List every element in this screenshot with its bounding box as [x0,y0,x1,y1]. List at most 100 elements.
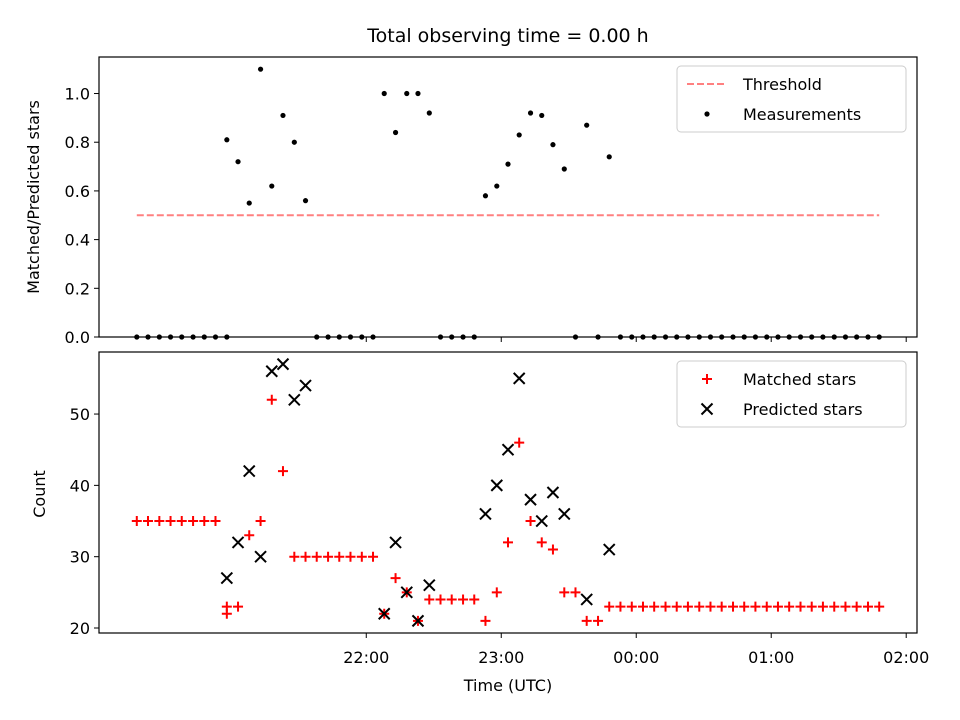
bottom-chart-matched-stars-point [840,601,851,612]
bottom-chart-matched-stars-point [863,601,874,612]
bottom-chart-matched-stars-point [221,601,232,612]
bottom-chart-matched-stars-point [784,601,795,612]
top-chart-measurements-point [404,90,410,97]
top-chart-measurements-point [381,90,387,97]
bottom-chart-matched-stars-point [660,601,671,612]
top-chart-measurements-point [246,200,252,206]
bottom-chart-matched-stars-point [356,551,367,562]
top-chart-y-tick-label: 0.8 [65,133,90,152]
top-chart-measurements-point [505,161,511,167]
top-chart-measurements-point [494,183,500,189]
top-chart-y-axis-label: Matched/Predicted stars [24,100,43,294]
top-chart-measurements-point [426,110,432,116]
top-chart-measurements-point [527,110,534,116]
top-chart-legend-measurements-label: Measurements [743,105,861,124]
top-chart-y-tick-label: 0.0 [65,328,90,347]
bottom-chart-matched-stars-point [559,587,570,598]
bottom-chart-matched-stars-point [514,437,525,448]
bottom-chart-axes-frame [98,351,918,634]
bottom-chart-predicted-stars-point [276,357,290,371]
bottom-chart-matched-stars-point [806,601,817,612]
bottom-chart-matched-stars-point [480,615,491,626]
top-chart-legend [676,65,907,133]
bottom-chart-matched-stars-point [390,573,401,584]
bottom-chart-legend-predicted-stars-label: Predicted stars [743,400,863,419]
bottom-chart-y-tick-label: 30 [70,548,90,567]
bottom-chart-matched-stars-point [671,601,682,612]
bottom-chart-legend [676,360,907,428]
bottom-chart-matched-stars-point [446,594,457,605]
bottom-chart-predicted-stars-point [524,493,537,506]
top-chart-measurements-point [482,193,489,199]
top-chart-measurements-point [302,198,309,204]
top-chart-panel: 0.0 0.2 0.4 0.6 0.8 1.0 Threshold Measurements [65,56,918,347]
top-chart-y-tick-label: 1.0 [65,85,90,104]
bottom-chart-matched-stars-point [547,544,558,555]
bottom-chart-matched-stars-point [694,601,705,612]
bottom-chart-predicted-stars-point [546,486,560,499]
bottom-chart-matched-stars-point [615,601,626,612]
bottom-chart-predicted-stars-point [288,393,301,406]
bottom-chart-matched-stars-point [154,516,165,527]
bottom-chart-matched-stars-point [289,551,300,562]
bottom-chart-predicted-stars-point [243,464,256,478]
bottom-chart-x-tick-label: 23:00 [478,648,524,667]
top-chart-measurements-point [280,112,286,119]
bottom-chart-x-tick-label: 02:00 [883,648,929,667]
bottom-chart-matched-stars-point [795,601,806,612]
bottom-chart-x-tick-label: 01:00 [748,648,794,667]
bottom-chart-x-tick-label: 22:00 [343,648,389,667]
bottom-chart-predicted-stars-point [501,443,515,456]
bottom-chart-matched-stars-point [233,601,244,612]
bottom-chart-matched-stars-point [716,601,727,612]
top-chart-measurements-point [606,154,612,160]
bottom-chart-matched-stars-point [761,601,772,612]
bottom-chart-x-tick-label: 00:00 [613,648,659,667]
bottom-chart-predicted-stars-point [411,614,425,628]
bottom-chart-predicted-stars-point [423,579,436,592]
bottom-chart-matched-stars-point [469,594,480,605]
bottom-chart-predicted-stars-point [400,586,413,599]
top-chart-measurements-point [550,142,556,148]
bottom-chart-matched-stars-point [255,516,266,527]
bottom-chart-matched-stars-point [817,601,828,612]
bottom-chart-matched-stars-point [491,587,502,598]
top-chart-title: Total observing time = 0.00 h [366,25,648,47]
bottom-chart-matched-stars-point [705,601,716,612]
bottom-chart-matched-stars-point [368,551,379,562]
bottom-chart-y-tick-label: 40 [70,476,90,495]
bottom-chart-predicted-stars-point [389,536,402,549]
bottom-chart-matched-stars-point [829,601,840,612]
bottom-chart-predicted-stars-point [479,507,492,521]
bottom-chart-predicted-stars-point [512,372,526,385]
top-chart-measurements-point [224,137,230,143]
bottom-chart-matched-stars-point [593,615,604,626]
bottom-chart-matched-stars-point [176,516,187,527]
bottom-chart-legend-matched-stars-swatch [702,374,712,384]
bottom-chart-matched-stars-point [750,601,761,612]
top-chart-legend-threshold-label: Threshold [742,75,822,94]
top-chart-measurements-point [516,132,522,138]
bottom-chart-matched-stars-point [581,615,592,626]
top-chart-measurements-point [257,66,264,72]
bottom-chart-matched-stars-point [570,587,581,598]
bottom-chart-matched-stars-point [165,516,176,527]
bottom-chart-matched-stars-point [649,601,660,612]
bottom-chart-matched-stars-point [188,516,199,527]
top-chart-y-tick-label: 0.4 [65,231,90,250]
top-chart-measurements-point [415,90,421,97]
top-chart-measurements-point [539,112,545,119]
top-chart-measurements-point [584,122,590,128]
bottom-chart-matched-stars-point [874,601,885,612]
bottom-chart-matched-stars-point [323,551,334,562]
top-chart-measurements-point [291,139,297,145]
bottom-chart-matched-stars-point [503,537,513,548]
bottom-chart-matched-stars-point [210,516,221,527]
bottom-chart-matched-stars-point [266,394,277,405]
bottom-chart-legend-matched-stars-label: Matched stars [743,370,856,389]
bottom-chart-matched-stars-point [458,594,469,605]
bottom-chart-matched-stars-point [131,516,142,527]
bottom-chart-predicted-stars-point [265,365,278,378]
bottom-chart-predicted-stars-point [580,593,593,606]
bottom-chart-matched-stars-point [300,551,311,562]
